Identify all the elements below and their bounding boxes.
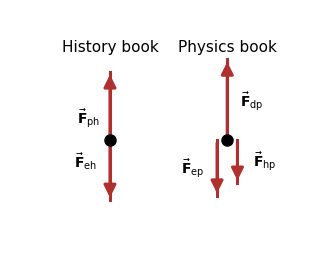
Text: Physics book: Physics book xyxy=(178,40,277,55)
Text: $\mathbf{\vec{F}}_{\mathrm{dp}}$: $\mathbf{\vec{F}}_{\mathrm{dp}}$ xyxy=(240,90,264,113)
Text: $\mathbf{\vec{F}}_{\mathrm{ep}}$: $\mathbf{\vec{F}}_{\mathrm{ep}}$ xyxy=(181,157,205,180)
Text: $\mathbf{\vec{F}}_{\mathrm{eh}}$: $\mathbf{\vec{F}}_{\mathrm{eh}}$ xyxy=(74,151,97,172)
Text: $\mathbf{\vec{F}}_{\mathrm{hp}}$: $\mathbf{\vec{F}}_{\mathrm{hp}}$ xyxy=(253,150,276,173)
Text: $\mathbf{\vec{F}}_{\mathrm{ph}}$: $\mathbf{\vec{F}}_{\mathrm{ph}}$ xyxy=(77,108,100,130)
Text: History book: History book xyxy=(62,40,158,55)
